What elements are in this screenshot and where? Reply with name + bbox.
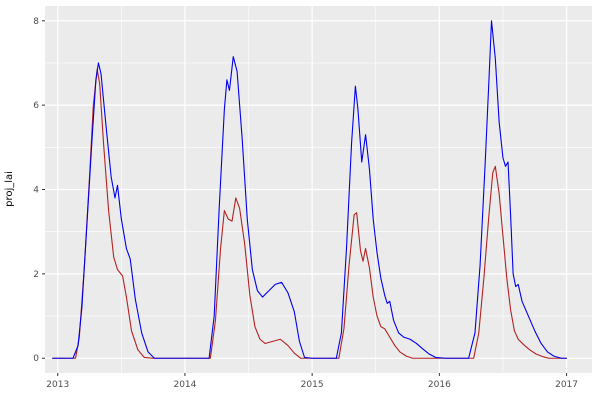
y-tick-label: 0 <box>33 354 39 364</box>
x-tick-label: 2016 <box>428 380 451 390</box>
y-tick-label: 4 <box>33 186 39 196</box>
x-tick-labels: 2013 2014 2015 2016 2017 <box>46 380 578 390</box>
x-tick-label: 2013 <box>46 380 69 390</box>
x-tick-label: 2014 <box>173 380 196 390</box>
x-tick-label: 2015 <box>301 380 324 390</box>
y-tick-label: 6 <box>33 101 39 111</box>
series-lines <box>52 20 568 359</box>
y-tick-label: 2 <box>33 270 39 280</box>
y-tick-label: 8 <box>33 17 39 27</box>
axis-ticks <box>42 20 568 376</box>
y-tick-labels: 0 2 4 6 8 <box>33 17 39 364</box>
y-axis-title: proj_lai <box>4 171 15 207</box>
blue-line <box>52 20 568 359</box>
x-tick-label: 2017 <box>555 380 578 390</box>
